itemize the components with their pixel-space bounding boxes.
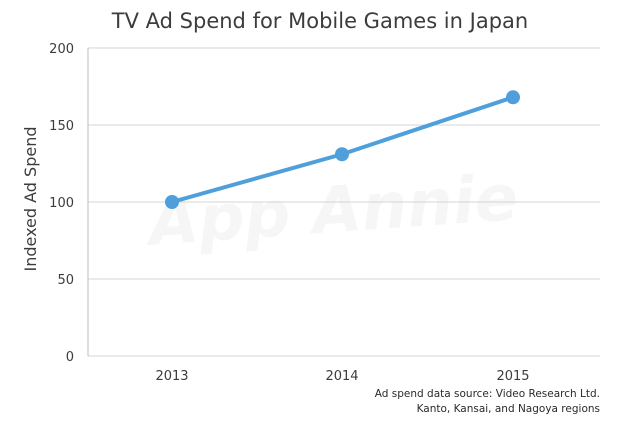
chart-title: TV Ad Spend for Mobile Games in Japan	[111, 9, 528, 33]
data-point-2015	[506, 90, 520, 105]
source-note-line-1: Ad spend data source: Video Research Ltd…	[375, 388, 600, 400]
y-tick-label: 100	[49, 196, 74, 211]
y-tick-labels: 0 50 100 150 200	[49, 42, 74, 365]
data-point-2013	[165, 195, 179, 209]
y-tick-label: 150	[49, 119, 74, 134]
watermark-logo: App Annie	[142, 161, 521, 261]
x-tick-label: 2015	[496, 369, 529, 384]
y-tick-label: 0	[66, 350, 74, 365]
series-layer	[165, 90, 520, 209]
gridlines	[87, 47, 600, 357]
y-tick-label: 50	[57, 273, 74, 288]
x-tick-labels: 2013 2014 2015	[155, 369, 529, 384]
source-note-line-2: Kanto, Kansai, and Nagoya regions	[417, 403, 600, 415]
x-tick-label: 2013	[155, 369, 188, 384]
y-tick-label: 200	[49, 42, 74, 57]
y-axis-label: Indexed Ad Spend	[21, 127, 40, 272]
data-point-2014	[335, 147, 349, 162]
x-tick-label: 2014	[325, 369, 358, 384]
